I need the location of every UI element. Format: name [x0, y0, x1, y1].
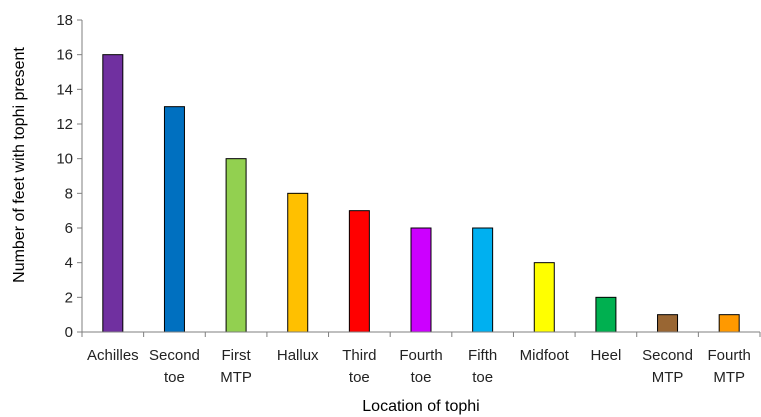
- x-tick-label-line: toe: [164, 369, 185, 386]
- x-tick-label-line: toe: [472, 369, 493, 386]
- x-tick-label: Third toe: [342, 347, 376, 386]
- y-axis: 0 2 4 6 8 10 12 14 16 18: [56, 12, 83, 341]
- bar: [102, 54, 124, 333]
- x-tick-label: Achilles: [87, 347, 139, 364]
- y-axis-title: Number of feet with tophi present: [11, 47, 28, 283]
- bar: [472, 227, 494, 333]
- y-tick-label: 4: [65, 255, 73, 272]
- x-tick-label-line: toe: [349, 369, 370, 386]
- x-tick-label-line: Second: [642, 347, 693, 364]
- x-tick-label-line: toe: [411, 369, 432, 386]
- bar: [163, 106, 185, 333]
- x-tick-label: First MTP: [220, 347, 252, 386]
- bar: [225, 158, 247, 333]
- x-tick-label: Second MTP: [642, 347, 693, 386]
- x-tick-label-line: Fifth: [468, 347, 497, 364]
- bar: [595, 296, 617, 333]
- bar: [718, 314, 740, 333]
- x-tick-label-line: Third: [342, 347, 376, 364]
- x-tick-label-line: MTP: [220, 369, 252, 386]
- x-tick-label-line: MTP: [652, 369, 684, 386]
- y-tick-label: 14: [56, 81, 73, 98]
- x-tick-label-line: Second: [149, 347, 200, 364]
- x-tick-label-line: Heel: [590, 347, 621, 364]
- x-axis-title: Location of tophi: [362, 398, 479, 415]
- bar: [657, 314, 679, 333]
- bar: [287, 192, 309, 333]
- x-tick-label-line: First: [222, 347, 252, 364]
- x-tick-label-line: Fourth: [708, 347, 751, 364]
- x-tick-label-line: MTP: [713, 369, 745, 386]
- y-tick-label: 2: [65, 289, 73, 306]
- x-tick-label: Midfoot: [520, 347, 570, 364]
- x-tick-label-line: Midfoot: [520, 347, 570, 364]
- bar: [348, 210, 370, 333]
- bars-group: [102, 54, 740, 333]
- x-tick-label: Heel: [590, 347, 621, 364]
- x-tick-label-line: Fourth: [399, 347, 442, 364]
- x-tick-label: Fifth toe: [468, 347, 497, 386]
- x-tick-label-line: Hallux: [277, 347, 319, 364]
- y-tick-label: 0: [65, 324, 73, 341]
- y-tick-label: 18: [56, 12, 73, 29]
- x-tick-label: Hallux: [277, 347, 319, 364]
- bar: [533, 262, 555, 333]
- x-tick-label-line: Achilles: [87, 347, 139, 364]
- x-tick-label: Fourth toe: [399, 347, 442, 386]
- y-tick-label: 10: [56, 151, 73, 168]
- y-tick-label: 12: [56, 116, 73, 133]
- x-tick-label: Second toe: [149, 347, 200, 386]
- bar: [410, 227, 432, 333]
- y-tick-label: 16: [56, 47, 73, 64]
- y-tick-label: 8: [65, 185, 73, 202]
- x-tick-label: Fourth MTP: [708, 347, 751, 386]
- y-tick-label: 6: [65, 220, 73, 237]
